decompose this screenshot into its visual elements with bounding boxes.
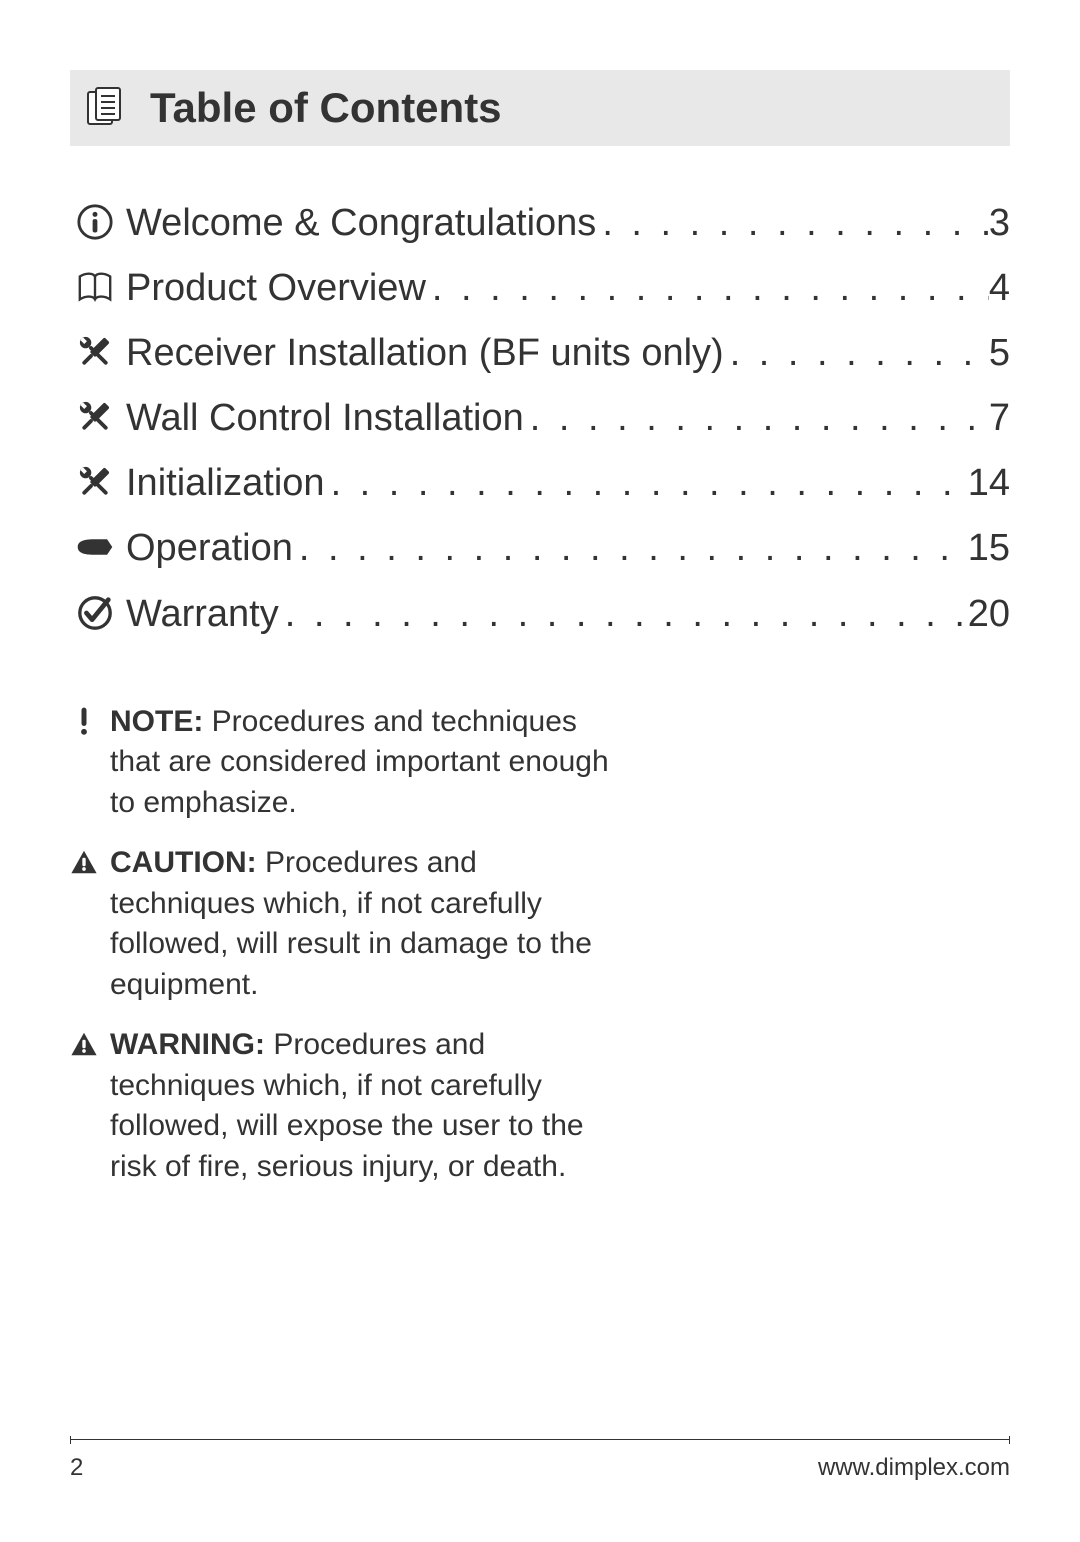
footer-rule	[70, 1436, 1010, 1444]
toc-page-number: 5	[989, 326, 1010, 381]
legend-term: WARNING:	[110, 1028, 265, 1061]
toc-label: Welcome & Congratulations	[126, 196, 596, 251]
toc-leader-dots	[524, 391, 989, 446]
tools-icon	[76, 392, 126, 430]
page-container: Table of Contents Welcome & Congratulati…	[0, 0, 1080, 1542]
toc-row: Wall Control Installation 7	[76, 391, 1010, 446]
toc-label: Product Overview	[126, 261, 426, 316]
alert-triangle-solid-icon	[70, 1025, 110, 1187]
toc-row: Receiver Installation (BF units only) 5	[76, 326, 1010, 381]
toc-label: Operation	[126, 521, 293, 576]
toc-pages-icon	[82, 84, 130, 132]
legend-term: NOTE:	[110, 705, 203, 738]
legend-section: NOTE: Procedures and techniques that are…	[70, 702, 615, 1188]
footer-url: www.dimplex.com	[818, 1454, 1010, 1482]
toc-leader-dots	[724, 326, 989, 381]
toc-page-number: 15	[968, 521, 1010, 576]
alert-triangle-icon	[70, 843, 110, 1005]
legend-body: WARNING: Procedures and techniques which…	[110, 1025, 615, 1187]
tools-icon	[76, 327, 126, 365]
page-number: 2	[70, 1454, 83, 1482]
legend-item: NOTE: Procedures and techniques that are…	[70, 702, 615, 824]
legend-item: WARNING: Procedures and techniques which…	[70, 1025, 615, 1187]
checkmark-circle-icon	[76, 588, 126, 626]
header-bar: Table of Contents	[70, 70, 1010, 146]
toc-row: Initialization 14	[76, 456, 1010, 511]
toc-row: Product Overview 4	[76, 261, 1010, 316]
toc-label: Warranty	[126, 587, 279, 642]
toc-label: Wall Control Installation	[126, 391, 524, 446]
toc-page-number: 3	[989, 196, 1010, 251]
toc-leader-dots	[325, 456, 968, 511]
toc-leader-dots	[293, 521, 968, 576]
toc-leader-dots	[426, 261, 989, 316]
toc-page-number: 4	[989, 261, 1010, 316]
legend-term: CAUTION:	[110, 846, 257, 879]
toc-row: Welcome & Congratulations 3	[76, 196, 1010, 251]
toc-list: Welcome & Congratulations 3 Product Overvi…	[70, 196, 1010, 642]
toc-label: Initialization	[126, 456, 325, 511]
exclaim-icon	[70, 702, 110, 824]
toc-leader-dots	[596, 196, 989, 251]
pointer-icon	[76, 522, 126, 560]
legend-body: NOTE: Procedures and techniques that are…	[110, 702, 615, 824]
page-footer: 2 www.dimplex.com	[70, 1436, 1010, 1482]
info-circle-icon	[76, 197, 126, 235]
toc-row: Operation 15	[76, 521, 1010, 576]
page-title: Table of Contents	[150, 84, 502, 132]
tools-icon	[76, 457, 126, 495]
toc-label: Receiver Installation (BF units only)	[126, 326, 724, 381]
toc-leader-dots	[279, 587, 968, 642]
toc-page-number: 20	[968, 587, 1010, 642]
book-icon	[76, 262, 126, 300]
toc-page-number: 7	[989, 391, 1010, 446]
toc-row: Warranty 20	[76, 587, 1010, 642]
legend-body: CAUTION: Procedures and techniques which…	[110, 843, 615, 1005]
legend-item: CAUTION: Procedures and techniques which…	[70, 843, 615, 1005]
toc-page-number: 14	[968, 456, 1010, 511]
